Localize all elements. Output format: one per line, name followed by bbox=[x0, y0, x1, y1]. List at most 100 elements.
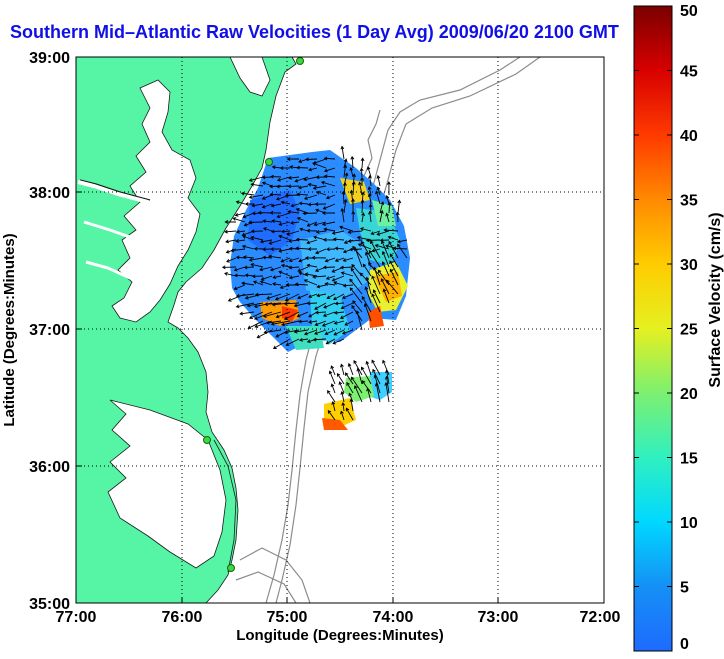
velocity-arrow bbox=[351, 304, 363, 322]
map-plot-area bbox=[75, 56, 605, 604]
velocity-arrow bbox=[367, 175, 372, 187]
velocity-arrow bbox=[261, 203, 273, 209]
velocity-arrow bbox=[333, 293, 345, 301]
velocity-arrow bbox=[332, 237, 345, 242]
velocity-arrow bbox=[381, 240, 390, 259]
velocity-arrow bbox=[360, 366, 372, 385]
velocity-arrow bbox=[290, 203, 300, 208]
velocity-arrow bbox=[327, 409, 336, 421]
velocity-arrow bbox=[345, 407, 354, 421]
velocity-arrow bbox=[382, 359, 390, 376]
velocity-arrow bbox=[322, 311, 336, 318]
velocity-arrow bbox=[243, 265, 255, 270]
velocity-arrow bbox=[236, 229, 246, 234]
velocity-arrow bbox=[323, 227, 336, 232]
velocity-arrow bbox=[248, 220, 264, 225]
velocity-arrow bbox=[374, 243, 390, 250]
velocity-arrow bbox=[235, 239, 246, 243]
velocity-arrow bbox=[325, 338, 336, 345]
velocity-arrow bbox=[249, 311, 264, 319]
velocity-arrow bbox=[360, 199, 365, 214]
velocity-arrow bbox=[233, 266, 246, 272]
velocity-arrow bbox=[278, 270, 291, 277]
velocity-arrow bbox=[323, 174, 336, 179]
velocity-arrow bbox=[247, 320, 264, 330]
velocity-arrow bbox=[347, 362, 354, 376]
velocity-arrow bbox=[297, 266, 309, 273]
velocity-arrow bbox=[268, 254, 282, 259]
velocity-arrow bbox=[276, 212, 291, 219]
velocity-arrow bbox=[333, 329, 345, 336]
velocity-arrow bbox=[288, 257, 300, 263]
velocity-arrow bbox=[271, 219, 282, 223]
velocity-arrow bbox=[373, 266, 381, 286]
velocity-arrow bbox=[383, 228, 399, 233]
velocity-arrow bbox=[272, 338, 291, 349]
velocity-arrow bbox=[349, 167, 354, 178]
velocity-arrow bbox=[387, 201, 392, 214]
velocity-arrow bbox=[333, 310, 345, 315]
velocity-arrow bbox=[341, 329, 354, 335]
velocity-arrow bbox=[257, 210, 273, 215]
velocity-arrow bbox=[346, 382, 354, 394]
velocity-arrow bbox=[265, 320, 282, 325]
velocity-arrow bbox=[368, 262, 381, 277]
velocity-arrow bbox=[355, 310, 363, 331]
velocity-arrow bbox=[331, 401, 336, 412]
velocity-arrow bbox=[324, 282, 336, 286]
velocity-arrow bbox=[368, 249, 381, 268]
velocity-arrow bbox=[279, 284, 291, 290]
velocity-arrow bbox=[269, 266, 282, 272]
velocity-arrow bbox=[275, 311, 291, 319]
colorbar-scale bbox=[633, 5, 673, 652]
velocity-arrow bbox=[270, 174, 282, 179]
y-tick-label: 36:00 bbox=[29, 459, 70, 476]
velocity-arrow bbox=[316, 293, 327, 298]
velocity-arrow bbox=[233, 284, 246, 291]
velocity-arrow bbox=[343, 164, 348, 178]
velocity-arrow bbox=[365, 238, 381, 243]
colorbar-tick-label: 40 bbox=[680, 128, 698, 145]
velocity-arrow bbox=[312, 162, 327, 169]
velocity-arrow bbox=[312, 274, 327, 279]
velocity-arrow bbox=[389, 268, 399, 286]
velocity-arrow bbox=[344, 372, 354, 385]
velocity-arrow bbox=[328, 370, 336, 385]
velocity-arrow bbox=[269, 210, 282, 215]
velocity-arrow bbox=[334, 301, 345, 306]
velocity-arrow bbox=[270, 247, 282, 251]
velocity-arrow bbox=[276, 176, 291, 182]
velocity-arrow bbox=[365, 276, 372, 295]
velocity-arrow bbox=[280, 200, 291, 205]
colorbar-tick-label: 20 bbox=[680, 386, 698, 403]
colorbar-tick-label: 35 bbox=[680, 193, 698, 210]
velocity-arrow bbox=[340, 207, 345, 223]
velocity-arrow bbox=[235, 302, 255, 309]
velocity-arrow bbox=[367, 193, 372, 205]
velocity-arrow bbox=[376, 186, 381, 196]
velocity-arrow bbox=[312, 185, 327, 190]
velocity-arrow bbox=[225, 239, 237, 244]
velocity-arrow bbox=[323, 302, 336, 309]
y-axis-label: Latitude (Degrees:Minutes) bbox=[1, 233, 18, 426]
velocity-arrow bbox=[290, 220, 300, 225]
y-tick-label: 39:00 bbox=[29, 50, 70, 67]
velocity-arrow bbox=[271, 165, 282, 170]
velocity-arrow bbox=[362, 263, 372, 277]
velocity-arrow bbox=[324, 257, 336, 263]
velocity-arrow bbox=[325, 275, 336, 280]
velocity-arrow bbox=[340, 302, 354, 310]
velocity-arrow bbox=[235, 293, 255, 298]
velocity-arrow bbox=[303, 329, 318, 336]
velocity-arrow bbox=[308, 293, 318, 299]
velocity-arrow bbox=[389, 253, 399, 268]
velocity-arrow bbox=[284, 193, 300, 198]
velocity-arrow bbox=[340, 391, 345, 403]
velocity-arrow bbox=[287, 184, 300, 189]
velocity-arrow bbox=[287, 209, 300, 214]
velocity-arrow bbox=[368, 203, 373, 214]
velocity-arrow bbox=[358, 181, 363, 196]
velocity-arrow bbox=[376, 174, 381, 187]
velocity-arrow bbox=[305, 157, 318, 162]
velocity-arrow bbox=[330, 383, 336, 394]
